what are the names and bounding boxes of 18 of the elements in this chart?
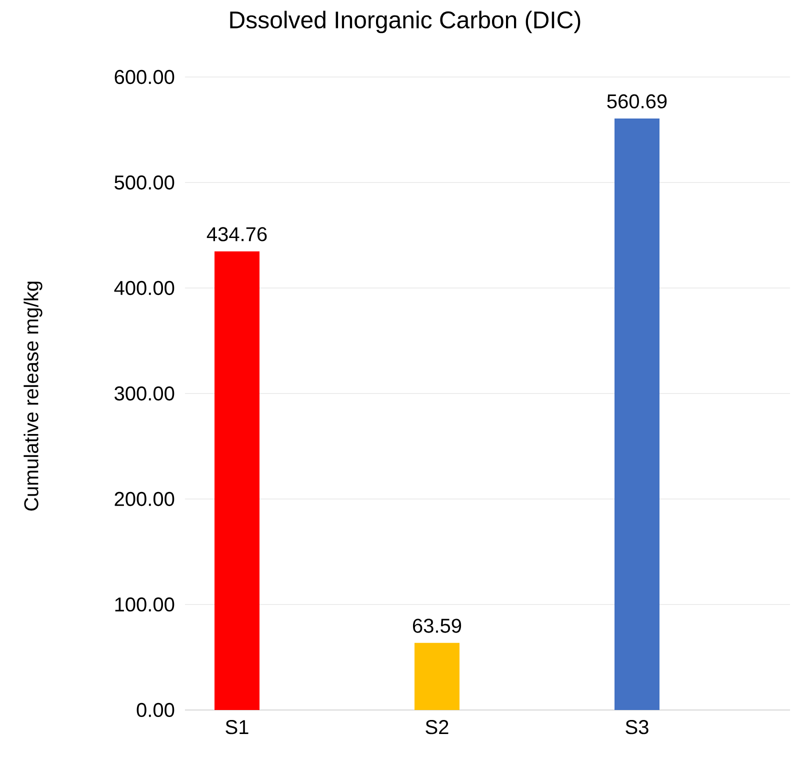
y-tick-label: 0.00 bbox=[136, 702, 174, 718]
data-label: 63.59 bbox=[413, 618, 462, 633]
y-axis-title: Cumulative release mg/kg bbox=[24, 282, 42, 511]
y-tick-label: 500.00 bbox=[114, 175, 174, 190]
bar bbox=[414, 642, 460, 710]
y-tick-label: 400.00 bbox=[114, 280, 174, 296]
data-label: 434.76 bbox=[206, 227, 267, 242]
y-tick-label: 300.00 bbox=[114, 386, 174, 401]
x-tick-label: S1 bbox=[226, 720, 248, 734]
bar bbox=[614, 118, 660, 710]
x-tick-label: S3 bbox=[626, 720, 648, 734]
x-tick-label: S2 bbox=[426, 720, 448, 734]
y-tick-label: 600.00 bbox=[114, 70, 174, 84]
chart-title: Dssolved Inorganic Carbon (DIC) bbox=[230, 10, 580, 34]
bar bbox=[214, 251, 260, 710]
data-label: 560.69 bbox=[607, 94, 667, 108]
y-tick-label: 200.00 bbox=[114, 492, 174, 506]
y-tick-label: 100.00 bbox=[115, 597, 174, 612]
